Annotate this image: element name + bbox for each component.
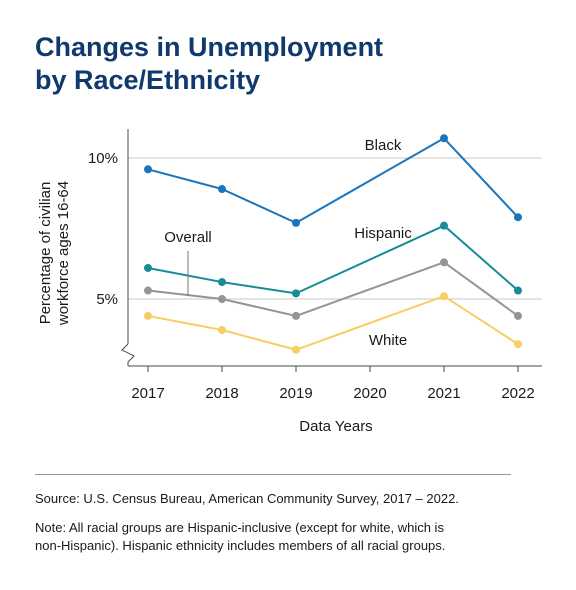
footnote-line-2: non-Hispanic). Hispanic ethnicity includ… xyxy=(35,538,446,553)
footnote-line-1: Note: All racial groups are Hispanic-inc… xyxy=(35,520,444,535)
data-point-black xyxy=(514,213,522,222)
data-point-hispanic xyxy=(218,278,226,287)
x-tick-label: 2017 xyxy=(131,385,164,402)
series-labels: Black Hispanic Overall White xyxy=(164,137,412,349)
chart-title: Changes in Unemployment by Race/Ethnicit… xyxy=(35,31,383,97)
line-chart: 5% 10% 2017 2018 2019 2020 2021 2022 Black Hisp… xyxy=(37,129,542,435)
footer-divider xyxy=(35,474,511,475)
data-point-black xyxy=(144,165,152,174)
data-point-overall xyxy=(440,258,448,267)
y-tick-label: 5% xyxy=(96,291,118,308)
series-line-black xyxy=(147,137,519,224)
data-point-black xyxy=(218,185,226,194)
series-lines xyxy=(144,134,522,354)
data-point-hispanic xyxy=(514,286,522,295)
y-axis-title-line-1: Percentage of civilian xyxy=(37,182,54,325)
data-point-white xyxy=(292,345,300,354)
series-line-white xyxy=(147,295,519,351)
x-tick-label: 2019 xyxy=(279,385,312,402)
chart-title-line-1: Changes in Unemployment xyxy=(35,32,384,62)
series-label-black: Black xyxy=(365,137,402,154)
chart-title-line-2: by Race/Ethnicity xyxy=(35,65,261,95)
data-point-white xyxy=(514,340,522,349)
series-label-overall: Overall xyxy=(164,229,212,246)
data-point-hispanic xyxy=(292,289,300,298)
x-tick-label: 2021 xyxy=(427,385,460,402)
y-tick-labels: 5% 10% xyxy=(88,150,118,308)
data-point-black xyxy=(440,134,448,143)
data-point-white xyxy=(218,326,226,335)
data-point-overall xyxy=(144,286,152,295)
series-label-hispanic: Hispanic xyxy=(354,225,412,242)
data-point-white xyxy=(440,292,448,301)
data-point-white xyxy=(144,311,152,320)
source-note: Source: U.S. Census Bureau, American Com… xyxy=(35,491,459,506)
x-tick-label: 2022 xyxy=(501,385,534,402)
series-label-white: White xyxy=(369,332,407,349)
y-axis-title-line-2: workforce ages 16-64 xyxy=(55,181,72,326)
x-tick-labels: 2017 2018 2019 2020 2021 2022 xyxy=(131,385,534,402)
x-tick-label: 2018 xyxy=(205,385,238,402)
data-point-hispanic xyxy=(144,263,152,272)
axis-break-icon xyxy=(121,343,135,366)
y-axis-title: Percentage of civilian workforce ages 16… xyxy=(37,181,72,326)
footnote: Note: All racial groups are Hispanic-inc… xyxy=(35,519,535,555)
grid-lines xyxy=(128,157,542,300)
x-tick-label: 2020 xyxy=(353,385,386,402)
data-point-overall xyxy=(292,311,300,320)
data-point-overall xyxy=(514,311,522,320)
data-point-overall xyxy=(218,295,226,303)
axes xyxy=(121,129,542,372)
data-point-black xyxy=(292,218,300,227)
data-point-hispanic xyxy=(440,221,448,230)
x-axis-title: Data Years xyxy=(299,418,372,435)
y-tick-label: 10% xyxy=(88,150,118,167)
